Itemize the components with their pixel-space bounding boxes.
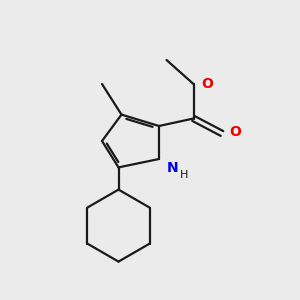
- Text: O: O: [230, 125, 242, 139]
- Text: O: O: [201, 77, 213, 91]
- Text: H: H: [180, 170, 188, 181]
- Text: N: N: [167, 161, 178, 175]
